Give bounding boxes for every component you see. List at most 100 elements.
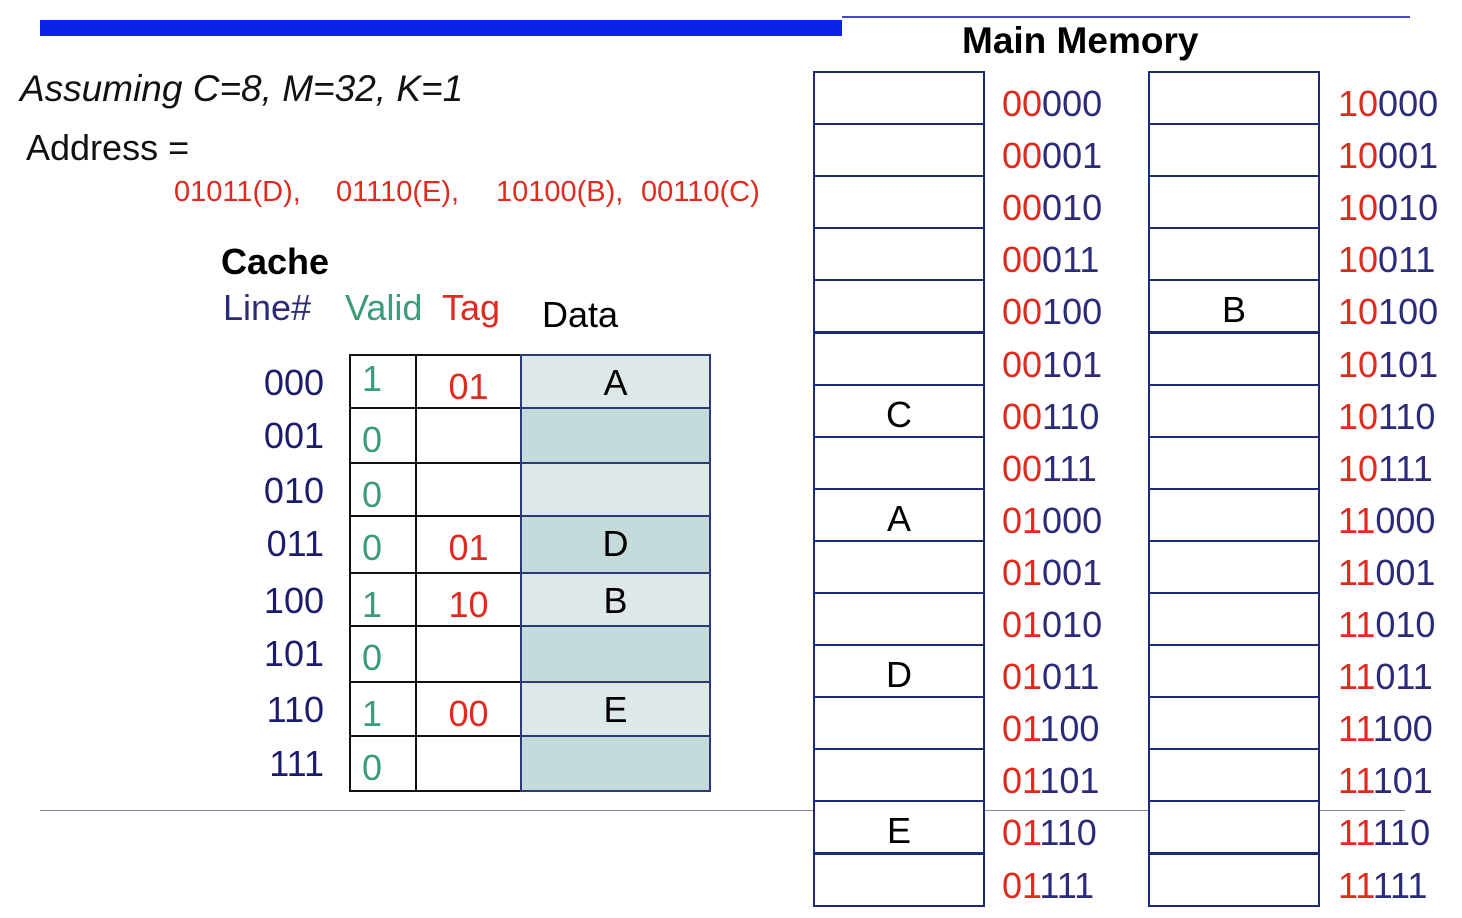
memory-address-tag-bits: 00 [1002, 83, 1043, 124]
line-header: Line# [223, 287, 312, 328]
memory-cell [1148, 71, 1320, 125]
memory-cell [1148, 123, 1320, 177]
memory-cell [1148, 436, 1320, 490]
memory-address-index-bits: 110 [1372, 812, 1431, 853]
memory-address-index-bits: 101 [1378, 344, 1439, 385]
memory-address-tag-bits: 00 [1002, 135, 1043, 176]
memory-cell: A [813, 488, 985, 542]
memory-cell [1148, 800, 1320, 854]
memory-address-index-bits: 001 [1042, 135, 1103, 176]
memory-address-tag-bits: 10 [1338, 83, 1379, 124]
cache-valid-cell: 0 [349, 515, 417, 574]
memory-address-tag-bits: 00 [1002, 344, 1043, 385]
memory-address-tag-bits: 10 [1338, 344, 1379, 385]
memory-address-index-bits: 000 [1378, 83, 1439, 124]
memory-address-index-bits: 000 [1042, 500, 1103, 541]
memory-address: 01000 [1002, 500, 1102, 542]
memory-address-tag-bits: 11 [1338, 500, 1376, 541]
memory-address: 00001 [1002, 135, 1102, 177]
memory-address: 10101 [1338, 344, 1438, 386]
memory-address-index-bits: 100 [1042, 291, 1103, 332]
address-item: 10100(B), [496, 176, 624, 208]
memory-address-tag-bits: 01 [1002, 552, 1043, 593]
address-label: Address = [26, 127, 190, 168]
memory-address: 01001 [1002, 552, 1102, 594]
memory-address: 00110 [1002, 396, 1099, 438]
memory-column-right: 10000 10001 10010 10011 B 10100 10101 10110 1011… [0, 0, 1438, 907]
cache-data-value: B [603, 580, 628, 621]
memory-address-tag-bits: 00 [1002, 291, 1043, 332]
memory-address-index-bits: 010 [1375, 604, 1436, 645]
memory-cell-value: E [886, 810, 911, 851]
memory-address-index-bits: 100 [1378, 291, 1439, 332]
memory-address-index-bits: 000 [1042, 83, 1103, 124]
memory-address-tag-bits: 00 [1002, 448, 1043, 489]
header-banner-bar [40, 20, 842, 36]
memory-address: 11010 [1338, 604, 1435, 646]
cache-tag-value: 10 [448, 584, 489, 625]
memory-address: 00000 [1002, 83, 1102, 125]
address-item: 01011(D), [174, 176, 301, 208]
cache-valid-cell: 1 [349, 572, 417, 627]
memory-address: 10111 [1338, 448, 1433, 490]
memory-cell [813, 332, 985, 386]
address-item: 01110(E), [336, 176, 460, 208]
memory-address-index-bits: 110 [1039, 812, 1097, 853]
memory-address: 00011 [1002, 239, 1099, 281]
footer-rule [40, 810, 1405, 811]
memory-address-tag-bits: 01 [1002, 500, 1043, 541]
cache-tag-value: 01 [448, 366, 489, 407]
memory-address-tag-bits: 01 [1002, 812, 1040, 853]
cache-valid-cell: 1 [349, 354, 417, 409]
cache-tag-cell [415, 407, 522, 464]
memory-cell [813, 123, 985, 177]
memory-cell [1148, 488, 1320, 542]
cache-data-cell [520, 407, 711, 464]
address-item: 00110(C) [641, 176, 760, 208]
memory-address-index-bits: 000 [1375, 500, 1436, 541]
memory-address-tag-bits: 10 [1338, 396, 1379, 437]
memory-address: 11001 [1338, 552, 1435, 594]
cache-data-cell [520, 735, 711, 792]
cache-valid-bit: 0 [361, 419, 383, 460]
cache-valid-bit: 0 [361, 747, 383, 788]
memory-cell [1148, 540, 1320, 594]
memory-address-index-bits: 100 [1039, 708, 1100, 749]
memory-address: 00100 [1002, 291, 1102, 333]
memory-cell [813, 592, 985, 646]
memory-cell [1148, 644, 1320, 698]
tag-header: Tag [442, 287, 501, 328]
cache-valid-cell: 0 [349, 407, 417, 464]
memory-address-tag-bits: 01 [1002, 760, 1040, 801]
cache-table: 000 1 01 A 001 0 010 0 011 0 01 D 100 1 10 B 101 0 110 1 00 E… [0, 0, 711, 792]
memory-address-index-bits: 111 [1039, 865, 1095, 906]
memory-cell-value: B [1221, 289, 1246, 330]
cache-line-number: 010 [263, 470, 324, 511]
memory-address-tag-bits: 10 [1338, 291, 1379, 332]
memory-address-tag-bits: 10 [1338, 239, 1379, 280]
memory-address-tag-bits: 10 [1338, 135, 1379, 176]
memory-cell: B [1148, 279, 1320, 333]
memory-address: 10000 [1338, 83, 1438, 125]
cache-data-value: A [603, 362, 628, 403]
memory-address: 01101 [1002, 760, 1099, 802]
memory-cell [1148, 592, 1320, 646]
cache-tag-cell: 00 [415, 681, 522, 737]
memory-address-index-bits: 010 [1378, 187, 1439, 228]
cache-line-number: 000 [263, 362, 324, 403]
memory-address-index-bits: 110 [1042, 396, 1100, 437]
memory-address: 01111 [1002, 865, 1094, 907]
main-memory-title: Main Memory [962, 20, 1199, 61]
cache-valid-bit: 0 [361, 474, 383, 515]
cache-data-cell: E [520, 681, 711, 737]
memory-address-index-bits: 011 [1378, 239, 1436, 280]
memory-address-tag-bits: 01 [1002, 604, 1043, 645]
cache-valid-bit: 0 [361, 637, 383, 678]
memory-address-tag-bits: 11 [1338, 604, 1376, 645]
cache-line-number: 101 [263, 633, 324, 674]
header-rule [842, 16, 1410, 18]
memory-address-index-bits: 010 [1042, 604, 1103, 645]
memory-address-tag-bits: 00 [1002, 187, 1043, 228]
memory-cell-value: C [886, 394, 912, 435]
memory-address: 11011 [1338, 656, 1433, 698]
